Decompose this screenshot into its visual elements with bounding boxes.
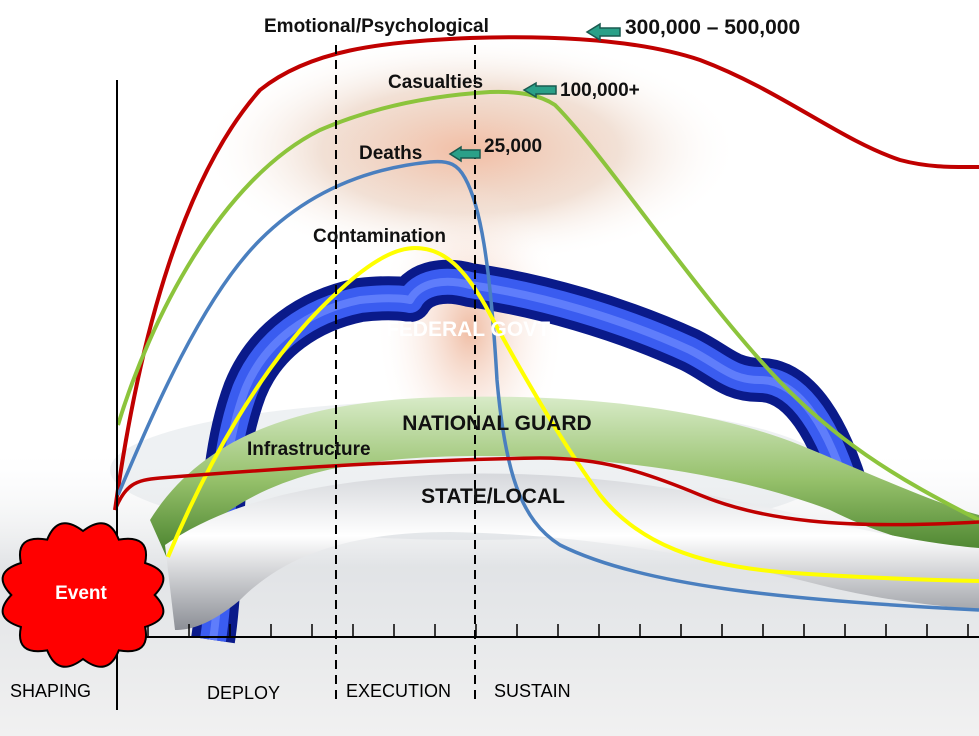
infrastructure-label: Infrastructure (247, 439, 371, 460)
deaths-curve (116, 159, 979, 612)
event-label: Event (55, 583, 107, 604)
arrow-emotional-icon (585, 22, 621, 42)
phase-labels: SHAPING DEPLOY EXECUTION SUSTAIN (10, 681, 571, 703)
phase-execution-label: EXECUTION (346, 681, 451, 701)
casualties-label: Casualties (388, 72, 483, 93)
phase-deploy-label: DEPLOY (207, 683, 280, 703)
event-starburst: Event (1, 522, 165, 668)
arrow-deaths-icon (448, 145, 481, 163)
contamination-label: Contamination (313, 226, 446, 247)
emotional-psychological-curve (113, 35, 979, 511)
value-arrows (448, 22, 621, 163)
emotional-psychological-label: Emotional/Psychological (264, 16, 489, 37)
infrastructure-curve (113, 456, 979, 527)
arrow-casualties-icon (522, 81, 557, 99)
emotional-value: 300,000 – 500,000 (625, 16, 800, 39)
deaths-label: Deaths (359, 143, 422, 164)
phase-sustain-label: SUSTAIN (494, 681, 571, 701)
phase-shaping-label: SHAPING (10, 681, 91, 701)
national-guard-band (150, 396, 979, 565)
state-local-band (165, 473, 979, 630)
federal-govt-label: FEDERAL GOVT (386, 318, 550, 341)
state-local-label: STATE/LOCAL (421, 485, 565, 508)
national-guard-label: NATIONAL GUARD (402, 412, 591, 435)
federal-govt-band (191, 259, 872, 644)
axis-ticks (147, 624, 969, 637)
deaths-value: 25,000 (484, 136, 542, 157)
casualties-value: 100,000+ (560, 80, 640, 101)
event-icon (1, 522, 165, 668)
contamination-curve (166, 245, 979, 583)
